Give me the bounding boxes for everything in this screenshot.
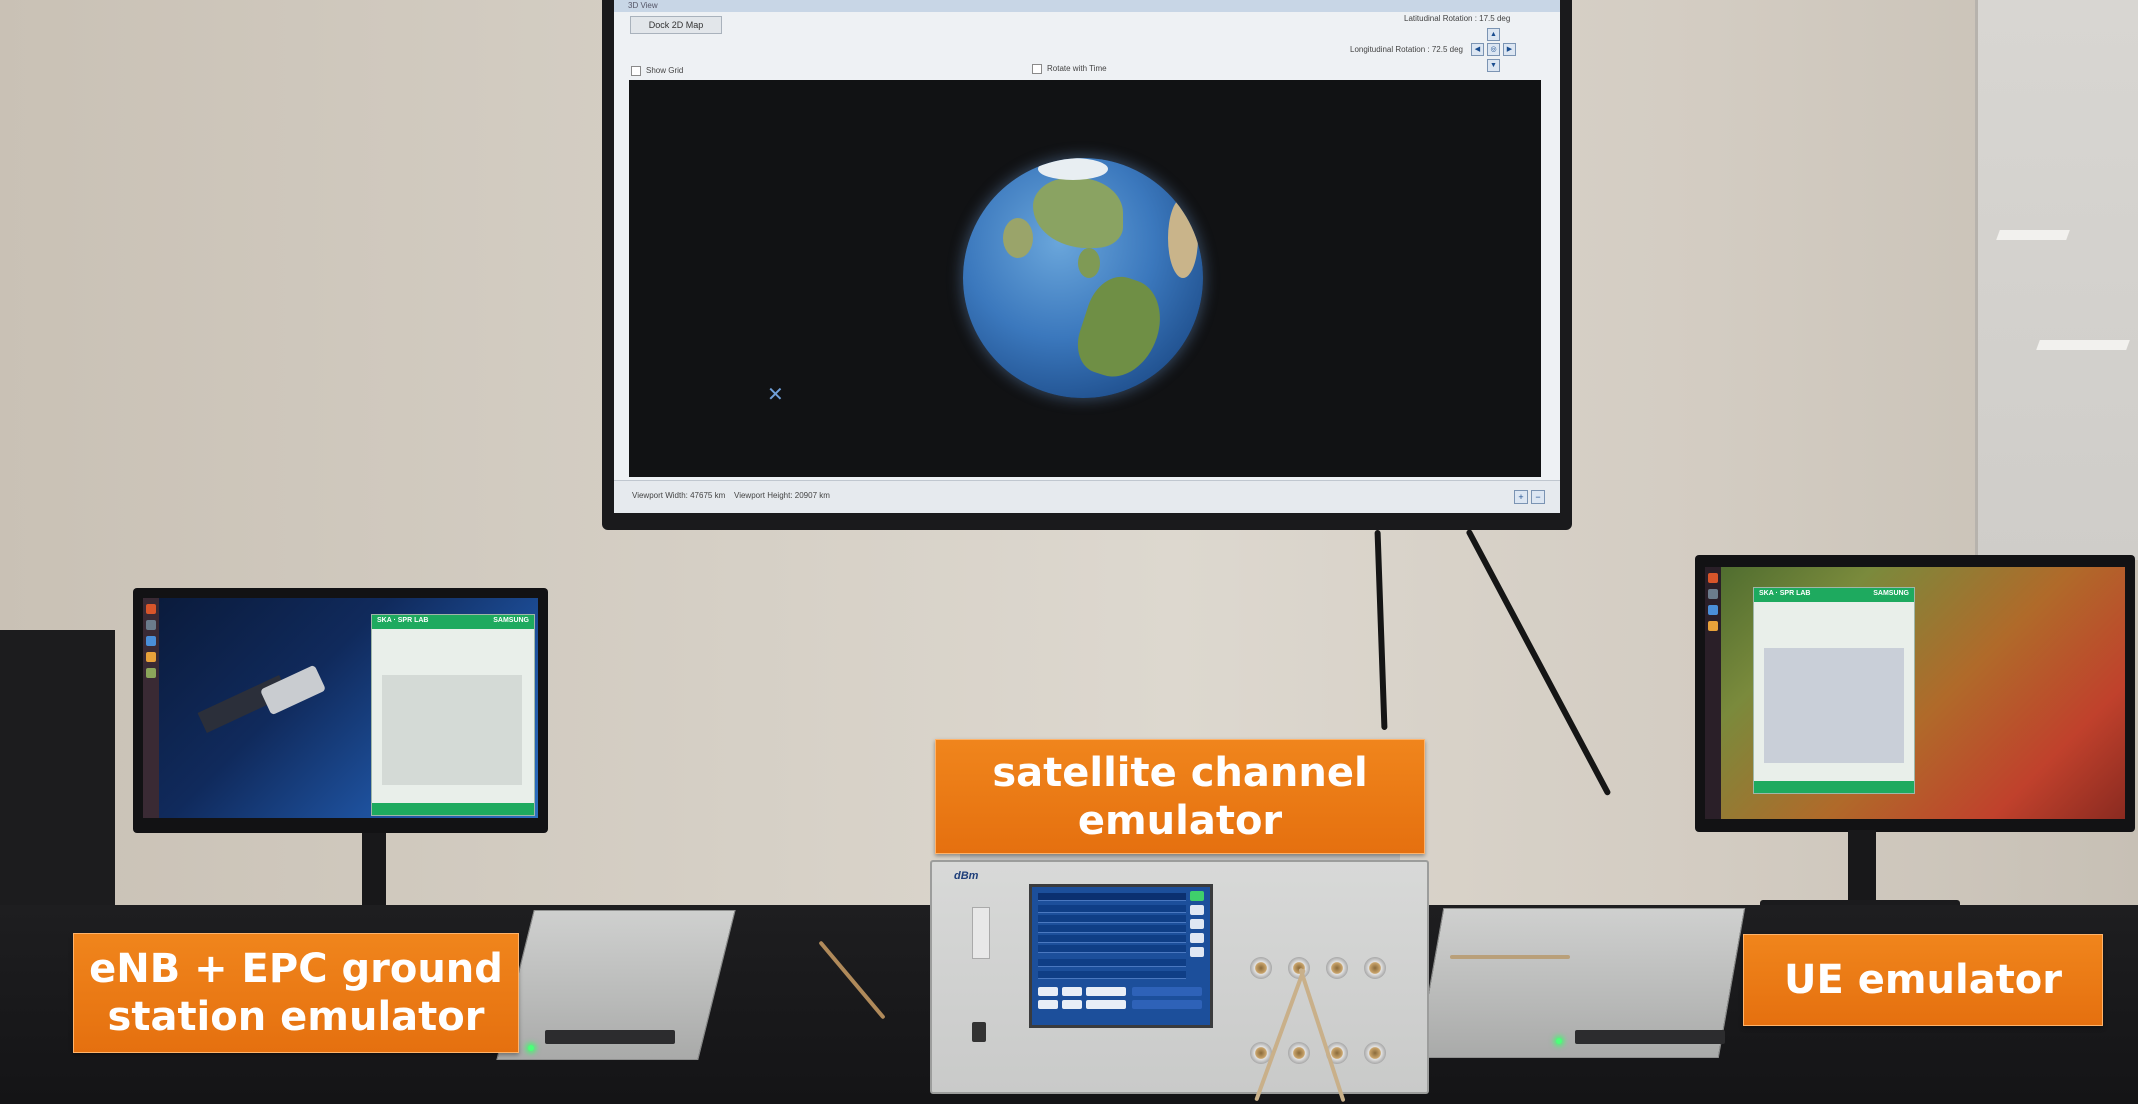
ts-header-row (1038, 893, 1186, 901)
window-titlebar: 3D View (614, 0, 1560, 12)
light-reflection (1996, 230, 2070, 240)
latitudinal-rotation-label: Latitudinal Rotation : 17.5 deg (1404, 14, 1511, 23)
app-footer (1754, 781, 1914, 793)
viewport-width-readout: Viewport Width: 47675 km (632, 491, 726, 500)
rf-connector[interactable] (1250, 1042, 1272, 1064)
app-header: SKA · SPR LAB SAMSUNG (372, 615, 534, 629)
ts-row (1038, 945, 1186, 953)
ue-monitor: SKA · SPR LAB SAMSUNG (1695, 555, 2135, 832)
rotate-up-button[interactable]: ▲ (1487, 28, 1500, 41)
ts-side-button[interactable] (1190, 891, 1204, 901)
ts-row (1038, 925, 1186, 933)
port-row (545, 1030, 675, 1044)
rf-connector[interactable] (1364, 1042, 1386, 1064)
monitor-app-window: SKA · SPR LAB SAMSUNG (1753, 587, 1915, 794)
zoom-out-button[interactable]: − (1531, 490, 1545, 504)
central-america (1078, 248, 1100, 278)
north-america (1033, 178, 1123, 248)
glass-panel (1975, 0, 2138, 560)
ts-button[interactable] (1086, 1000, 1126, 1009)
app-video-area (382, 675, 522, 785)
monitor-app-window: SKA · SPR LAB SAMSUNG (371, 614, 535, 816)
emulator-top-device (960, 852, 1400, 862)
africa-edge (1168, 198, 1198, 278)
power-switch[interactable] (972, 1022, 986, 1042)
rotate-right-button[interactable]: ▶ (1503, 43, 1516, 56)
ground-station-label: eNB + EPC ground station emulator (73, 933, 519, 1053)
emulator-touch-screen[interactable] (1029, 884, 1213, 1028)
ts-row (1038, 905, 1186, 913)
earth-globe (963, 158, 1203, 398)
status-led (1556, 1038, 1562, 1044)
window-title: 3D View (628, 1, 658, 10)
orbit-viewer-window: 3D View Dock 2D Map Latitudinal Rotation… (614, 0, 1560, 513)
wall-tv: 3D View Dock 2D Map Latitudinal Rotation… (602, 0, 1572, 530)
ue-emulator-label: UE emulator (1743, 934, 2103, 1026)
ts-side-button[interactable] (1190, 919, 1204, 929)
ts-side-button[interactable] (1190, 933, 1204, 943)
ts-row (1038, 935, 1186, 943)
light-reflection (2036, 340, 2130, 350)
ts-side-button[interactable] (1190, 905, 1204, 915)
rotate-down-button[interactable]: ▼ (1487, 59, 1500, 72)
ts-button[interactable] (1062, 987, 1082, 996)
emulator-logo: dBm (954, 870, 979, 882)
satellite-channel-emulator-unit: dBm (930, 860, 1429, 1094)
app-brand-left: SKA · SPR LAB (1759, 590, 1811, 597)
cabinet (0, 630, 115, 915)
rf-connector[interactable] (1288, 1042, 1310, 1064)
ts-row (1038, 915, 1186, 923)
app-brand-right: SAMSUNG (1873, 590, 1909, 597)
app-header: SKA · SPR LAB SAMSUNG (1754, 588, 1914, 602)
rf-connector[interactable] (1326, 957, 1348, 979)
ts-button[interactable] (1038, 1000, 1058, 1009)
land-west (1003, 218, 1033, 258)
ts-row (1038, 971, 1186, 979)
arctic-ice (1038, 158, 1108, 180)
3d-viewport[interactable]: ✕ (629, 80, 1541, 477)
app-brand-left: SKA · SPR LAB (377, 617, 429, 624)
satellite-body (259, 664, 327, 716)
monitor-screen: SKA · SPR LAB SAMSUNG (1705, 567, 2125, 819)
rotate-left-button[interactable]: ◀ (1471, 43, 1484, 56)
monitor-stand (362, 833, 386, 913)
ts-button[interactable] (1038, 987, 1058, 996)
channel-emulator-label: satellite channel emulator (935, 739, 1425, 854)
app-footer (372, 803, 534, 815)
ts-keypad[interactable] (1132, 987, 1202, 996)
ts-button[interactable] (1062, 1000, 1082, 1009)
zoom-in-button[interactable]: + (1514, 490, 1528, 504)
ts-row (1038, 959, 1186, 967)
longitudinal-rotation-label: Longitudinal Rotation : 72.5 deg (1350, 45, 1463, 54)
ts-button[interactable] (1086, 987, 1126, 996)
show-grid-checkbox[interactable]: Show Grid (631, 66, 683, 76)
satellite-icon: ✕ (767, 384, 784, 406)
status-bar: Viewport Width: 47675 km Viewport Height… (614, 480, 1560, 513)
status-led (528, 1045, 534, 1051)
desktop-launcher (1705, 567, 1721, 819)
desktop-launcher (143, 598, 159, 818)
app-brand-right: SAMSUNG (493, 617, 529, 624)
rf-connector[interactable] (1364, 957, 1386, 979)
monitor-screen: SKA · SPR LAB SAMSUNG (143, 598, 538, 818)
usb-panel (972, 907, 990, 959)
app-video-area (1764, 648, 1904, 763)
ts-side-button[interactable] (1190, 947, 1204, 957)
dock-2d-map-button[interactable]: Dock 2D Map (630, 16, 722, 34)
rotate-reset-button[interactable]: ◎ (1487, 43, 1500, 56)
rotate-with-time-checkbox[interactable]: Rotate with Time (1032, 64, 1107, 74)
port-row (1575, 1030, 1725, 1044)
south-america (1069, 268, 1172, 388)
viewport-height-readout: Viewport Height: 20907 km (734, 491, 830, 500)
rf-cable (1450, 955, 1570, 959)
ts-keypad[interactable] (1132, 1000, 1202, 1009)
ground-station-monitor: SKA · SPR LAB SAMSUNG (133, 588, 548, 833)
rf-connector[interactable] (1250, 957, 1272, 979)
